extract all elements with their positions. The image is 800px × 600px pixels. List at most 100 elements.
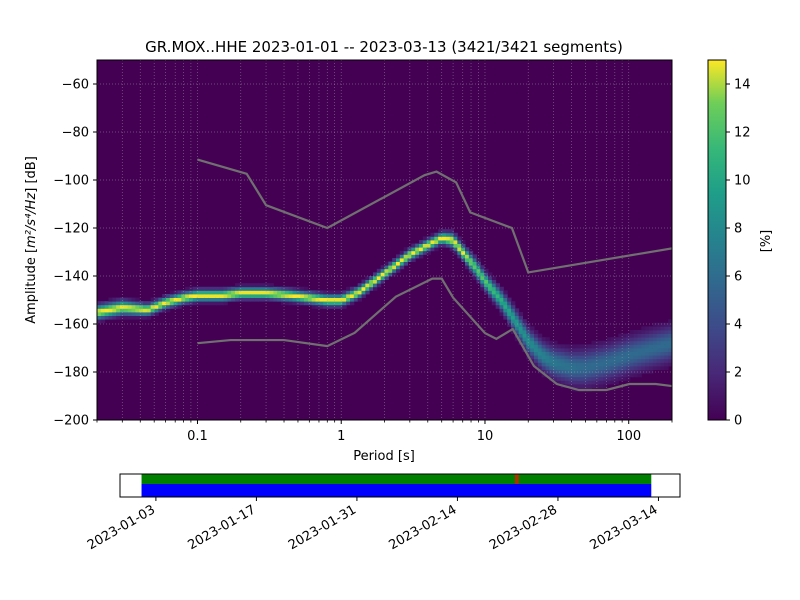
heatmap-cell xyxy=(599,348,604,352)
heatmap-cell xyxy=(656,330,661,334)
heatmap-cell xyxy=(457,240,462,244)
heatmap-cell xyxy=(560,380,566,385)
heatmap-cell xyxy=(649,344,654,349)
heatmap-cell xyxy=(212,286,217,291)
heatmap-cell xyxy=(495,290,500,295)
heatmap-cell xyxy=(610,340,615,345)
heatmap-cell xyxy=(603,358,608,363)
heatmap-cell xyxy=(177,297,182,302)
heatmap-cell xyxy=(652,340,658,345)
heatmap-cell xyxy=(610,337,615,342)
heatmap-cell xyxy=(445,236,451,241)
heatmap-cell xyxy=(568,373,573,378)
heatmap-cell xyxy=(311,297,316,302)
heatmap-cell xyxy=(357,283,362,288)
heatmap-cell xyxy=(557,366,562,370)
heatmap-cell xyxy=(307,290,313,295)
heatmap-cell xyxy=(154,308,159,313)
heatmap-cell xyxy=(541,369,546,374)
heatmap-cell xyxy=(618,351,623,356)
heatmap-cell xyxy=(185,286,190,291)
heatmap-cell xyxy=(614,380,619,385)
heatmap-cell xyxy=(273,294,278,298)
heatmap-cell xyxy=(261,294,267,298)
heatmap-cell xyxy=(599,358,604,363)
heatmap-cell xyxy=(595,384,600,388)
heatmap-cell xyxy=(618,337,623,342)
heatmap-cell xyxy=(123,308,129,313)
timeline-tick-label: 2023-02-14 xyxy=(386,502,459,553)
heatmap-cell xyxy=(488,283,493,288)
heatmap-cell xyxy=(595,373,600,378)
heatmap-cell xyxy=(426,250,431,255)
heatmap-cell xyxy=(215,290,221,295)
heatmap-cell xyxy=(373,283,378,288)
heatmap-cell xyxy=(511,304,516,309)
heatmap-cell xyxy=(235,297,240,302)
heatmap-cell xyxy=(606,380,612,385)
heatmap-cell xyxy=(610,376,615,381)
colorbar-tick-label: 2 xyxy=(734,366,742,381)
heatmap-cell xyxy=(564,358,569,363)
heatmap-cell xyxy=(296,297,301,302)
heatmap-cell xyxy=(660,362,665,367)
heatmap-cell xyxy=(384,261,389,266)
heatmap-cell xyxy=(488,279,493,284)
heatmap-cell xyxy=(514,308,520,313)
heatmap-cell xyxy=(564,362,569,367)
heatmap-cell xyxy=(499,290,504,295)
heatmap-cell xyxy=(580,369,585,374)
heatmap-cell xyxy=(526,344,531,349)
heatmap-cell xyxy=(415,254,420,259)
heatmap-cell xyxy=(430,247,435,252)
heatmap-cell xyxy=(656,351,661,356)
heatmap-cell xyxy=(614,337,619,342)
heatmap-cell xyxy=(576,373,581,378)
heatmap-cell xyxy=(353,294,359,298)
heatmap-cell xyxy=(580,344,585,349)
heatmap-cell xyxy=(277,297,282,302)
heatmap-cell xyxy=(166,301,171,306)
heatmap-cell xyxy=(595,369,600,374)
heatmap-cell xyxy=(576,366,581,370)
heatmap-cell xyxy=(507,308,512,313)
heatmap-cell xyxy=(549,344,554,349)
heatmap-cell xyxy=(100,319,106,324)
heatmap-cell xyxy=(476,279,481,284)
heatmap-cell xyxy=(116,312,121,316)
heatmap-cell xyxy=(254,290,259,295)
heatmap-cell xyxy=(645,337,650,342)
heatmap-cell xyxy=(254,294,259,298)
heatmap-cell xyxy=(553,355,558,360)
heatmap-cell xyxy=(480,286,485,291)
heatmap-cell xyxy=(641,326,646,331)
heatmap-cell xyxy=(346,290,351,295)
heatmap-cell xyxy=(622,373,627,378)
timeline-tick-label: 2023-01-03 xyxy=(85,502,158,553)
heatmap-cell xyxy=(656,326,661,331)
heatmap-cell xyxy=(580,373,585,378)
heatmap-cell xyxy=(484,290,489,295)
heatmap-cell xyxy=(369,276,374,280)
heatmap-cell xyxy=(618,348,623,352)
heatmap-cell xyxy=(173,290,178,295)
heatmap-cell xyxy=(576,351,581,356)
heatmap-cell xyxy=(196,286,201,291)
heatmap-cell xyxy=(422,250,428,255)
heatmap-cell xyxy=(403,258,408,262)
heatmap-cell xyxy=(530,348,535,352)
heatmap-cell xyxy=(476,276,481,280)
heatmap-cell xyxy=(307,297,313,302)
heatmap-cell xyxy=(522,319,527,324)
heatmap-cell xyxy=(668,326,672,331)
heatmap-cell xyxy=(591,369,596,374)
heatmap-cell xyxy=(457,236,462,241)
heatmap-cell xyxy=(534,348,539,352)
heatmap-cell xyxy=(300,286,305,291)
heatmap-cell xyxy=(633,344,638,349)
heatmap-cell xyxy=(591,355,596,360)
heatmap-cell xyxy=(284,294,290,298)
heatmap-cell xyxy=(449,232,454,237)
heatmap-cell xyxy=(281,294,286,298)
heatmap-cell xyxy=(664,348,669,352)
